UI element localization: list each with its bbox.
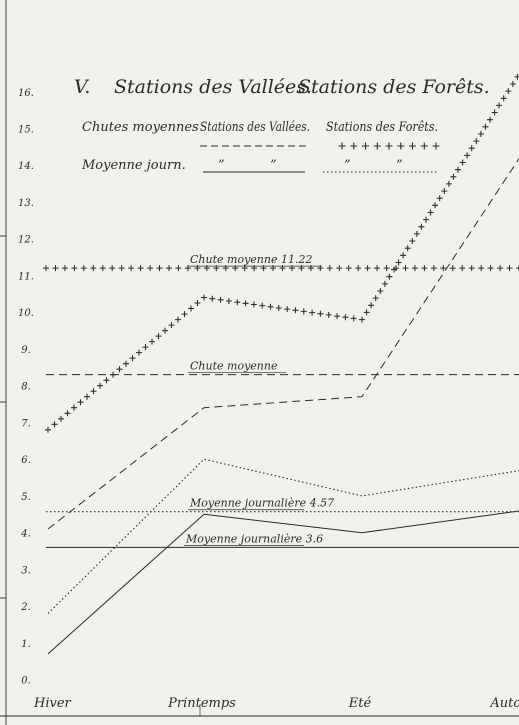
y-tick-label-6: 6. bbox=[21, 455, 31, 466]
y-tick-label-2: 2. bbox=[20, 602, 31, 613]
title-part-2: Stations des Vallées. bbox=[114, 76, 312, 98]
series-line-3 bbox=[47, 458, 519, 614]
y-tick-label-0: 0. bbox=[21, 676, 31, 687]
y-tick-label-1: 1. bbox=[21, 639, 31, 650]
title-part-1: V. bbox=[74, 76, 90, 98]
series-line-1 bbox=[45, 69, 519, 433]
reference-label-2: Moyenne journalière 4.57 bbox=[189, 497, 334, 510]
series-lines bbox=[45, 69, 519, 655]
title-part-3: Stations des Forêts. bbox=[298, 76, 490, 98]
chart-title: V. Stations des Vallées. Stations des Fo… bbox=[74, 76, 490, 98]
y-tick-label-14: 14. bbox=[18, 161, 34, 172]
legend-ditto-4: ” bbox=[396, 158, 403, 173]
x-category-label-3: Automne bbox=[489, 696, 519, 711]
x-category-label-1: Printemps bbox=[167, 696, 236, 711]
x-category-label-0: Hiver bbox=[33, 696, 72, 711]
y-tick-label-3: 3. bbox=[21, 565, 31, 576]
y-tick-label-8: 8. bbox=[21, 382, 31, 393]
y-tick-label-11: 11. bbox=[18, 271, 34, 282]
legend-cross-marks bbox=[338, 142, 440, 150]
legend-ditto-1: ” bbox=[218, 158, 225, 173]
y-axis: 0. 1. 2. 3. 4. 5. 6. 7. 8. 9. 10. 11. 12. 13. 14. 15. 16… bbox=[18, 88, 34, 687]
legend: Chutes moyennes Stations des Vallées. St… bbox=[81, 120, 440, 173]
y-tick-label-5: 5. bbox=[21, 492, 31, 503]
y-tick-label-7: 7. bbox=[21, 418, 31, 429]
y-tick-label-10: 10. bbox=[18, 308, 34, 319]
legend-row1-label: Chutes moyennes bbox=[82, 120, 199, 135]
legend-ditto-3: ” bbox=[344, 158, 351, 173]
y-tick-label-4: 4. bbox=[20, 529, 31, 540]
reference-label-0: Chute moyenne 11.22 bbox=[190, 253, 312, 266]
y-tick-label-13: 13. bbox=[18, 198, 34, 209]
y-tick-label-12: 12. bbox=[18, 235, 34, 246]
reference-lines: Chute moyenne 11.22 Chute moyenne Moyenne … bbox=[43, 253, 519, 548]
y-tick-label-15: 15. bbox=[18, 125, 34, 136]
y-tick-label-16: 16. bbox=[18, 88, 34, 99]
legend-forest-cross-swatch bbox=[338, 142, 440, 150]
legend-row2-label: Moyenne journ. bbox=[81, 158, 186, 173]
legend-forest-label: Stations des Forêts. bbox=[326, 120, 438, 135]
legend-ditto-2: ” bbox=[270, 158, 277, 173]
x-category-label-2: Eté bbox=[348, 696, 372, 711]
series-line-2 bbox=[47, 510, 519, 655]
reference-label-3: Moyenne journalière 3.6 bbox=[185, 532, 323, 545]
series-line-0 bbox=[47, 157, 519, 530]
reference-label-1: Chute moyenne bbox=[190, 360, 278, 373]
reference-line-0 bbox=[43, 265, 519, 272]
legend-valley-label: Stations des Vallées. bbox=[200, 120, 310, 135]
x-axis: Hiver Printemps Eté Automne bbox=[33, 696, 519, 711]
y-tick-label-9: 9. bbox=[21, 345, 31, 356]
